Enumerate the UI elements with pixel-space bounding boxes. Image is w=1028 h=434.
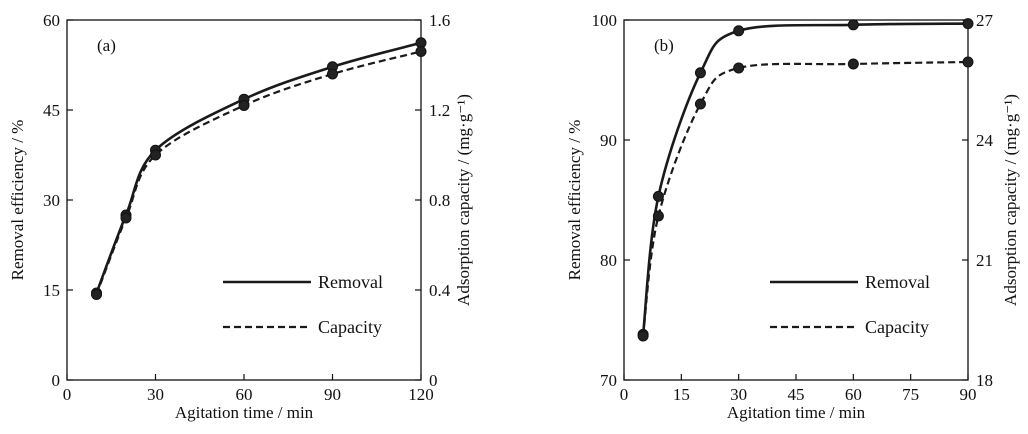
series-line-removal (95, 41, 422, 294)
y2-axis-label: Adsorption capacity / (mg·g⁻¹) (1001, 94, 1020, 306)
legend-capacity-label: Capacity (318, 317, 382, 337)
data-point-capacity (91, 289, 102, 300)
x-tick-label: 0 (63, 385, 72, 404)
data-point-capacity (637, 330, 649, 342)
y2-tick-label: 0.4 (429, 281, 451, 300)
y-tick-label: 0 (52, 371, 61, 390)
y2-tick-label: 0.8 (429, 191, 450, 210)
data-point-capacity (733, 62, 745, 74)
y2-tick-label: 27 (976, 11, 994, 30)
data-point-capacity (120, 212, 132, 224)
y2-tick-label: 18 (976, 371, 993, 390)
data-point-capacity (694, 98, 706, 110)
y2-tick-label: 24 (976, 131, 994, 150)
data-point-capacity (962, 56, 974, 68)
x-tick-label: 45 (788, 385, 805, 404)
series-line-capacity (95, 50, 422, 295)
x-axis-label: Agitation time / min (175, 403, 314, 422)
x-tick-label: 60 (236, 385, 253, 404)
y2-tick-label: 1.6 (429, 11, 450, 30)
x-tick-label: 30 (730, 385, 747, 404)
panel-label: (b) (654, 36, 674, 55)
y2-tick-label: 0 (429, 371, 438, 390)
chart-panel-b: 0 15 30 45 60 75 90 70 80 90 100 18 21 24 27 Agitation … (565, 11, 1020, 422)
y2-tick-label: 1.2 (429, 101, 450, 120)
y-tick-label: 90 (600, 131, 617, 150)
y-tick-label: 80 (600, 251, 617, 270)
x-tick-label: 15 (673, 385, 690, 404)
data-point-capacity (652, 210, 664, 222)
x-axis-label: Agitation time / min (727, 403, 866, 422)
data-point-capacity (150, 149, 161, 161)
y-tick-label: 100 (592, 11, 618, 30)
y-tick-label: 30 (43, 191, 60, 210)
x-tick-label: 75 (902, 385, 919, 404)
data-point-removal (733, 25, 745, 37)
data-point-removal (652, 190, 664, 202)
y-tick-label: 45 (43, 101, 60, 120)
series-line-capacity (642, 60, 969, 337)
y-axis-label: Removal efficiency / % (565, 120, 584, 281)
panel-label: (a) (97, 36, 116, 55)
y-axis-label: Removal efficiency / % (8, 120, 27, 281)
data-point-removal (694, 67, 706, 79)
y-tick-label: 15 (43, 281, 60, 300)
x-tick-label: 0 (620, 385, 629, 404)
data-point-removal (847, 19, 859, 31)
data-point-removal (962, 18, 974, 30)
legend-capacity-label: Capacity (865, 317, 929, 337)
chart-panel-a: 0 30 60 90 12001530456000.40.81.21.6Agitatio… (8, 11, 473, 422)
x-tick-label: 30 (147, 385, 164, 404)
data-point-capacity (327, 68, 338, 80)
y-tick-label: 60 (43, 11, 60, 30)
x-tick-label: 90 (324, 385, 341, 404)
y2-tick-label: 21 (976, 251, 993, 270)
legend-removal-label: Removal (865, 272, 930, 292)
x-tick-label: 120 (408, 385, 434, 404)
legend-removal-label: Removal (318, 272, 383, 292)
data-point-capacity (238, 100, 250, 111)
x-tick-label: 90 (960, 385, 977, 404)
x-tick-label: 60 (845, 385, 862, 404)
data-point-capacity (415, 46, 427, 57)
series-line-removal (641, 22, 969, 335)
y-tick-label: 70 (600, 371, 617, 390)
data-point-capacity (847, 58, 859, 70)
y2-axis-label: Adsorption capacity / (mg·g⁻¹) (454, 94, 473, 306)
